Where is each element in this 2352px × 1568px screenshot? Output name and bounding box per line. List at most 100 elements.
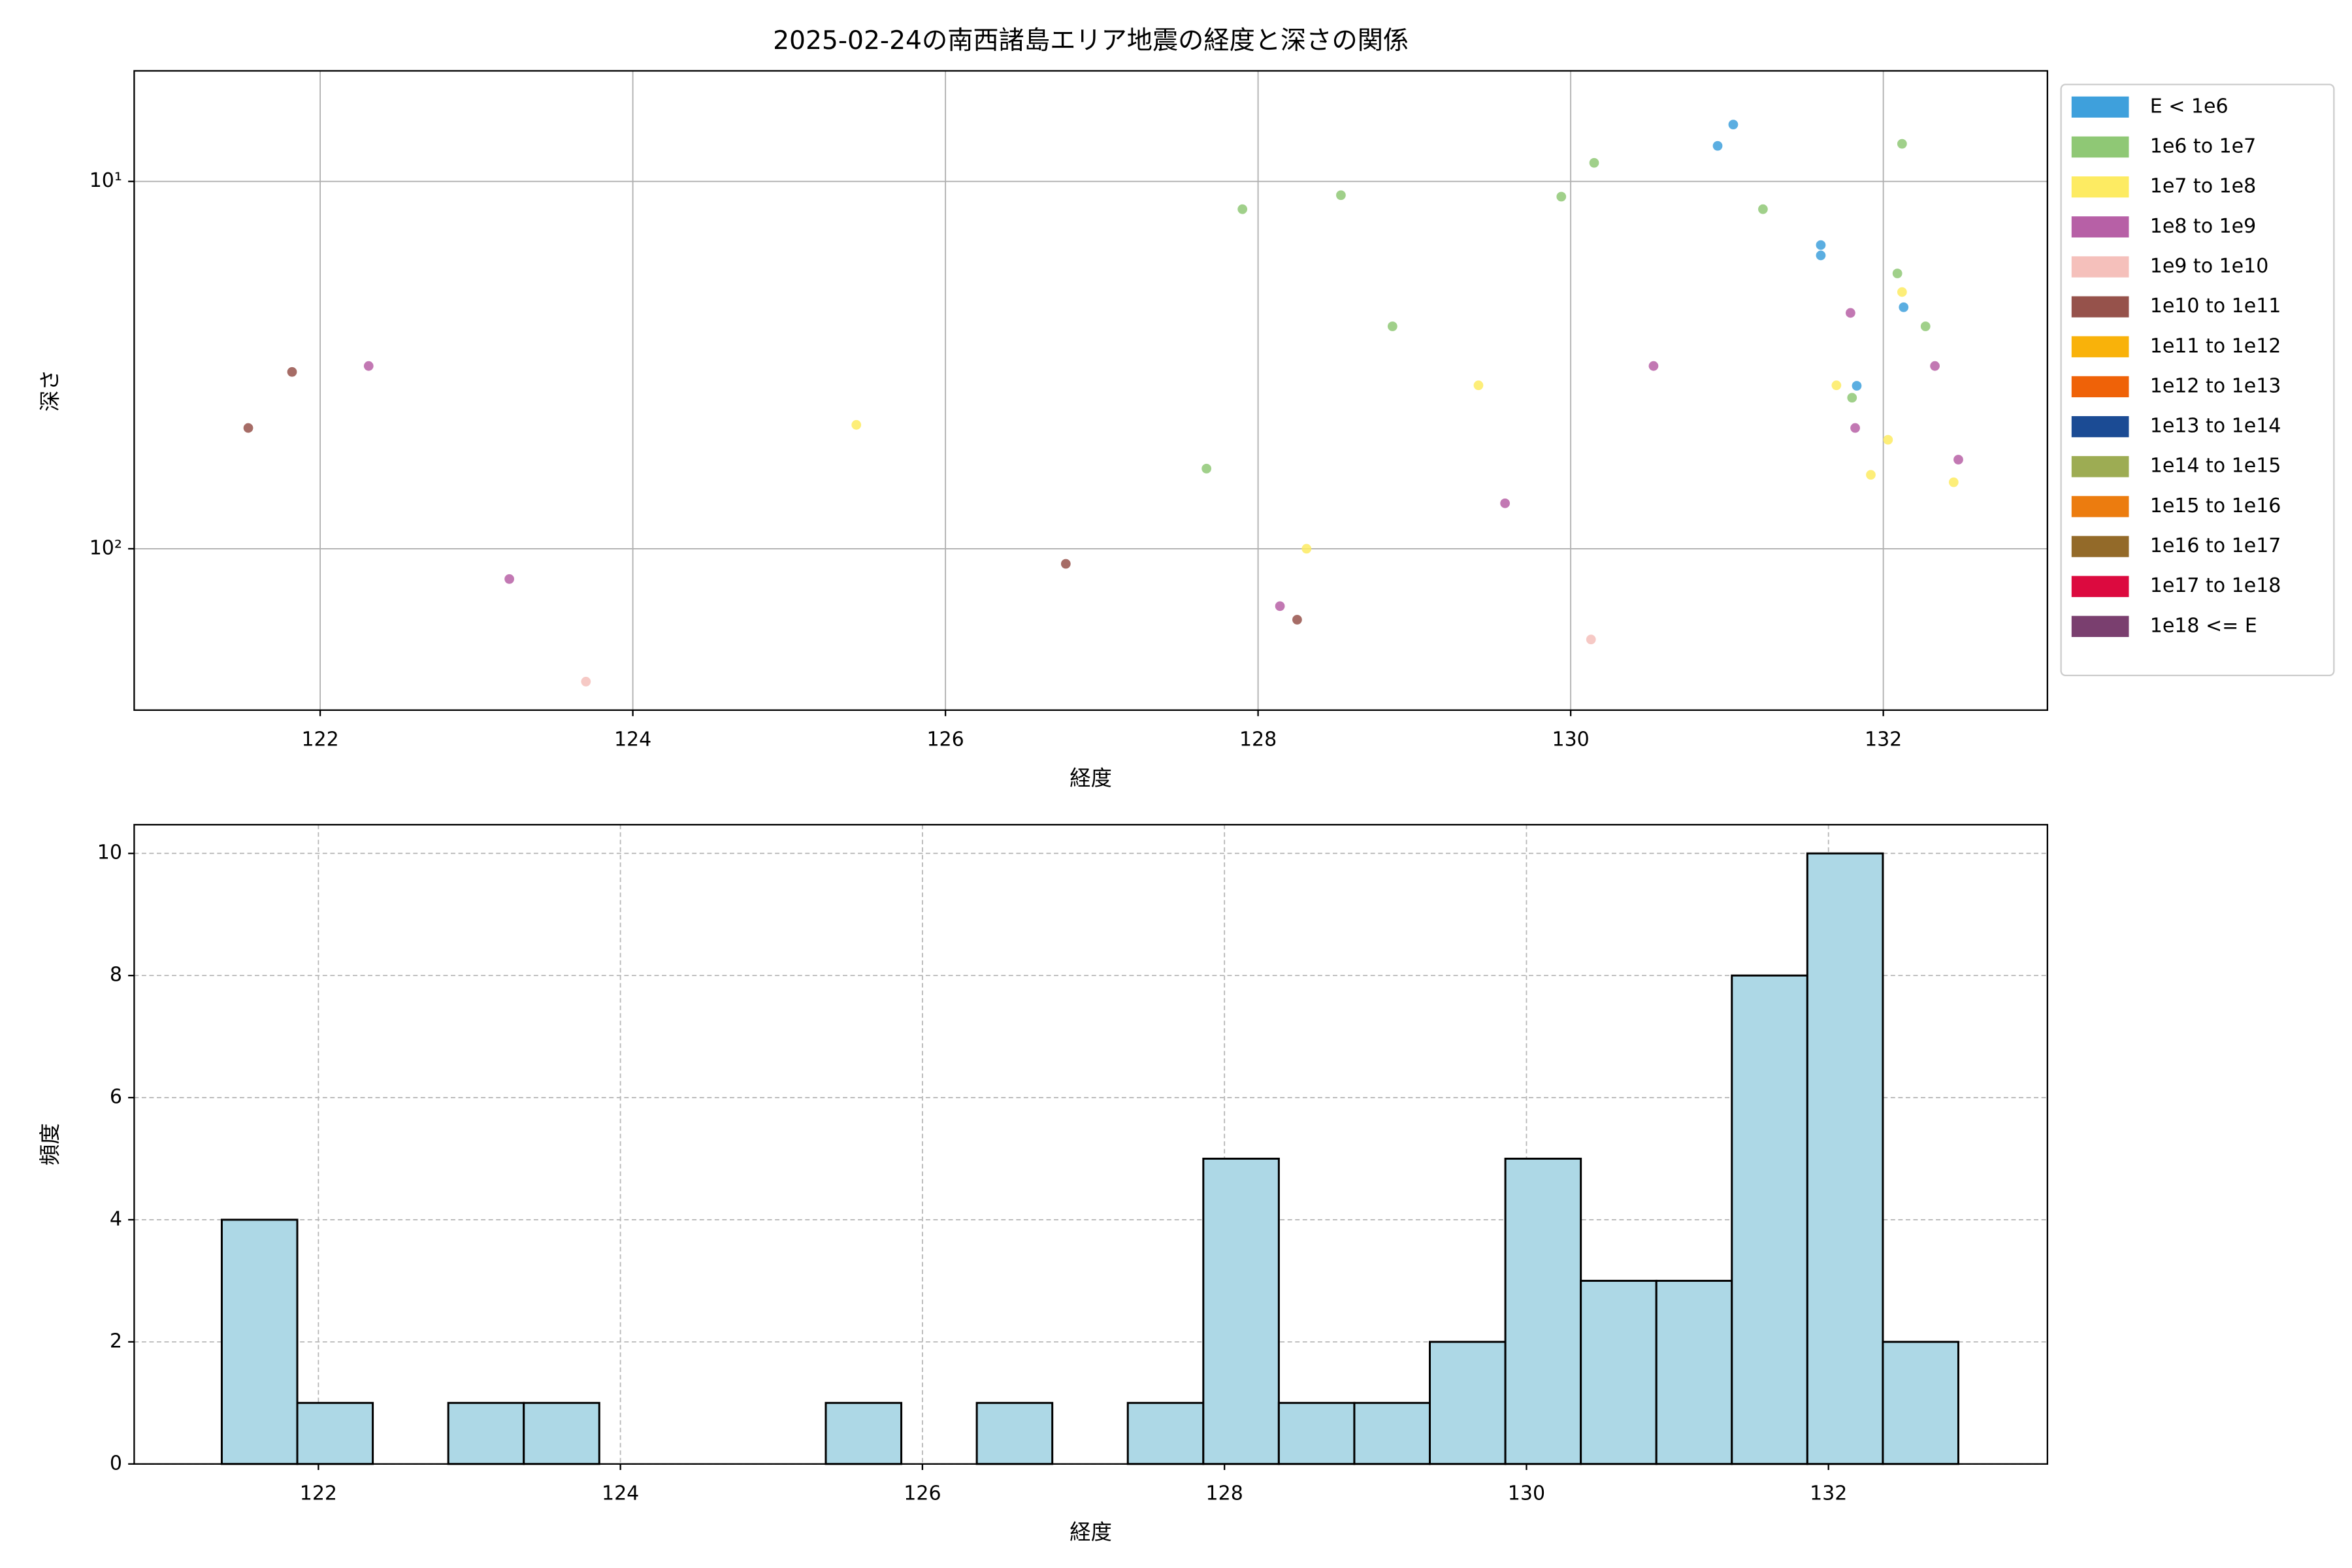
data-point	[1897, 139, 1907, 149]
data-point	[1237, 204, 1248, 214]
legend-label: 1e10 to 1e11	[2150, 295, 2281, 318]
histogram-bar	[1126, 1401, 1205, 1465]
data-point	[1899, 302, 1909, 312]
data-point	[1948, 477, 1959, 487]
data-point	[1892, 269, 1903, 278]
histogram-bar	[1655, 1279, 1733, 1465]
data-point	[1897, 287, 1907, 297]
data-point	[363, 361, 374, 371]
data-point	[1728, 120, 1739, 130]
x-axis-label: 経度	[1070, 1520, 1112, 1544]
x-tick-label: 122	[301, 728, 338, 751]
y-tick-label: 10²	[90, 536, 122, 559]
data-point	[1275, 601, 1285, 612]
x-tick-label: 132	[1810, 1482, 1847, 1505]
legend-label: 1e11 to 1e12	[2150, 335, 2281, 357]
legend-swatch	[2071, 456, 2129, 478]
histogram-bar	[1806, 852, 1884, 1465]
data-point	[1920, 321, 1931, 331]
data-point	[851, 419, 862, 430]
data-point	[581, 676, 591, 687]
legend-swatch	[2071, 376, 2129, 398]
x-tick-label: 126	[926, 728, 964, 751]
histogram-bar	[523, 1401, 600, 1465]
x-tick-label: 124	[602, 1482, 639, 1505]
data-point	[1953, 455, 1963, 465]
histogram-bar	[1731, 974, 1808, 1465]
data-point	[1387, 321, 1397, 331]
legend-swatch	[2071, 296, 2129, 318]
chart-title: 2025-02-24の南西諸島エリア地震の経度と深さの関係	[773, 26, 1409, 56]
data-point	[1866, 470, 1876, 480]
legend-label: 1e17 to 1e18	[2150, 574, 2281, 597]
legend-swatch	[2071, 176, 2129, 198]
data-point	[1930, 361, 1940, 371]
histogram-bar	[447, 1401, 525, 1465]
data-point	[1850, 423, 1860, 433]
data-point	[243, 423, 253, 433]
y-tick-label: 0	[110, 1452, 122, 1475]
x-tick-label: 124	[614, 728, 651, 751]
histogram-bar	[1882, 1341, 1959, 1465]
data-point	[1301, 544, 1312, 554]
x-axis-label: 経度	[1070, 766, 1112, 791]
data-point	[1473, 380, 1484, 391]
y-tick-label: 8	[110, 964, 122, 987]
histogram-bar	[825, 1401, 903, 1465]
data-point	[1883, 434, 1893, 445]
data-point	[1758, 204, 1768, 214]
histogram-bar	[1277, 1401, 1356, 1465]
legend-swatch	[2071, 136, 2129, 158]
x-tick-label: 128	[1239, 728, 1277, 751]
legend-label: 1e7 to 1e8	[2150, 175, 2256, 198]
data-point	[1060, 559, 1071, 569]
x-tick-label: 130	[1552, 728, 1589, 751]
x-tick-label: 122	[300, 1482, 337, 1505]
legend-swatch	[2071, 336, 2129, 357]
legend-label: 1e18 <= E	[2150, 614, 2257, 637]
legend-swatch	[2071, 216, 2129, 238]
x-tick-label: 132	[1865, 728, 1902, 751]
plot-frame	[133, 824, 2048, 1465]
legend-label: 1e15 to 1e16	[2150, 495, 2281, 517]
legend-label: 1e14 to 1e15	[2150, 455, 2281, 478]
legend-frame	[2060, 84, 2335, 676]
legend-swatch	[2071, 576, 2129, 597]
legend-swatch	[2071, 416, 2129, 438]
data-point	[1589, 157, 1599, 168]
plot-frame	[133, 70, 2048, 711]
data-point	[287, 367, 297, 377]
legend-label: 1e13 to 1e14	[2150, 415, 2281, 438]
y-tick-label: 4	[110, 1207, 122, 1230]
legend-label: 1e16 to 1e17	[2150, 534, 2281, 557]
data-point	[1556, 191, 1567, 202]
histogram-bar	[1580, 1279, 1658, 1465]
legend-label: E < 1e6	[2150, 95, 2229, 118]
histogram-bar	[296, 1401, 374, 1465]
data-point	[1831, 380, 1842, 391]
data-point	[1816, 240, 1826, 250]
histogram-bar	[220, 1218, 299, 1465]
data-point	[1292, 615, 1302, 625]
y-axis-label: 頻度	[37, 1123, 62, 1166]
histogram-bar	[1202, 1158, 1280, 1465]
y-tick-label: 2	[110, 1330, 122, 1352]
data-point	[1500, 498, 1511, 508]
legend-swatch	[2071, 536, 2129, 557]
histogram-bar	[1504, 1158, 1582, 1465]
histogram-bar	[975, 1401, 1054, 1465]
legend-label: 1e8 to 1e9	[2150, 215, 2256, 238]
histogram-bar	[1429, 1341, 1507, 1465]
y-axis-label: 深さ	[37, 369, 62, 412]
data-point	[1847, 393, 1857, 403]
data-point	[1852, 381, 1862, 391]
data-point	[1336, 190, 1346, 201]
data-point	[504, 574, 514, 584]
x-tick-label: 130	[1508, 1482, 1545, 1505]
legend-swatch	[2071, 615, 2129, 637]
data-point	[1201, 463, 1212, 474]
x-tick-label: 128	[1206, 1482, 1243, 1505]
data-point	[1586, 634, 1596, 645]
y-tick-label: 6	[110, 1086, 122, 1109]
